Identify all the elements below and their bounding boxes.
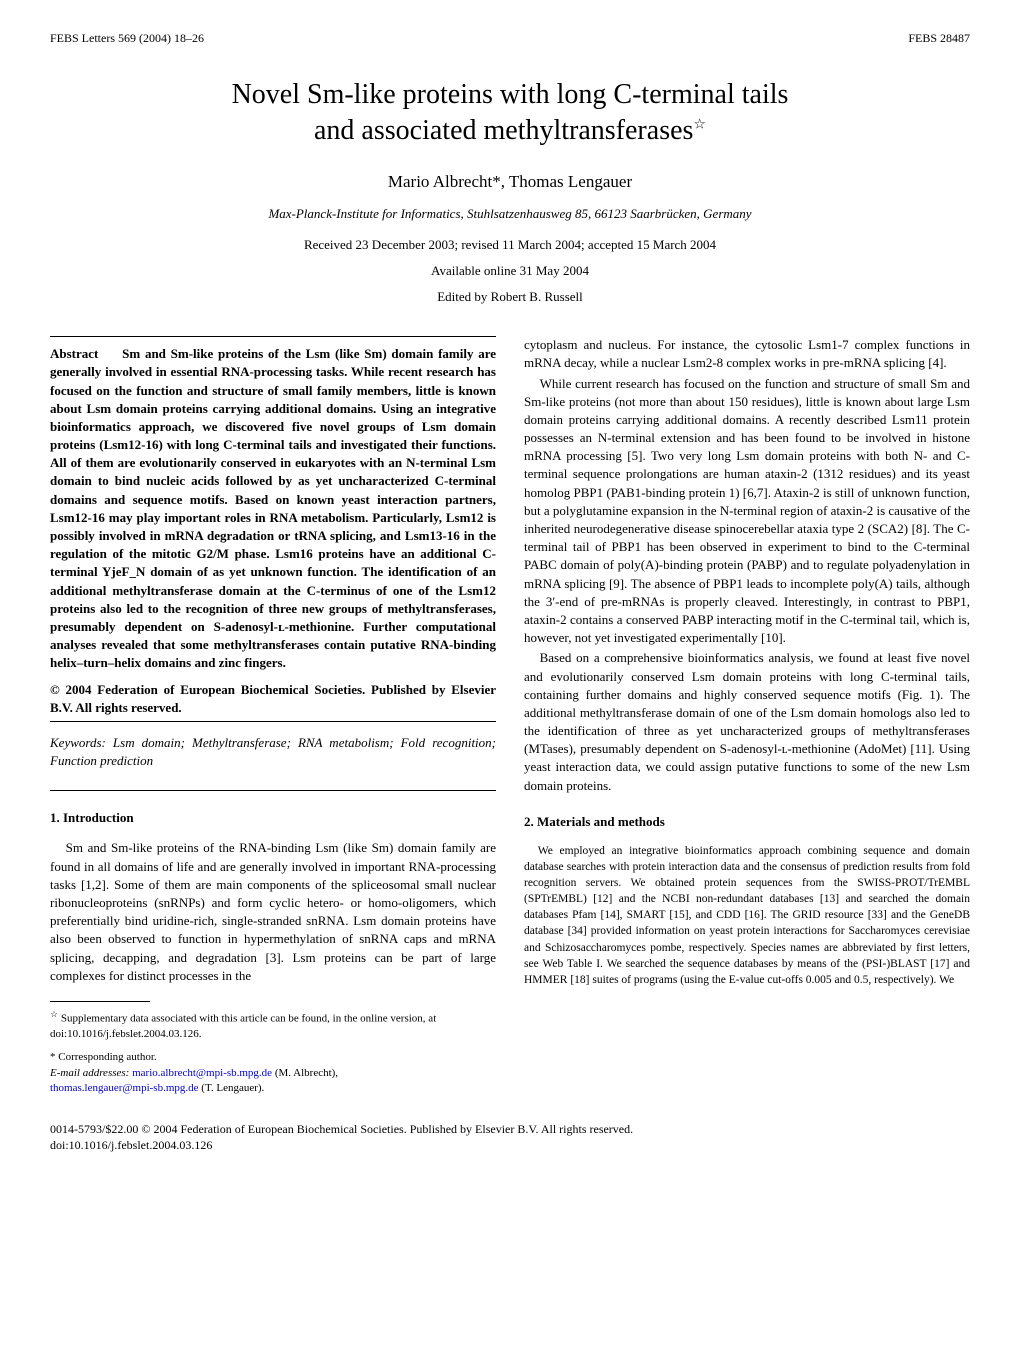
col2-paragraph-3: Based on a comprehensive bioinformatics …: [524, 649, 970, 795]
corresponding-author-label: * Corresponding author.: [50, 1051, 157, 1063]
abstract-copyright: © 2004 Federation of European Biochemica…: [50, 681, 496, 717]
bottom-copyright: 0014-5793/$22.00 © 2004 Federation of Eu…: [50, 1121, 970, 1138]
journal-citation: FEBS Letters 569 (2004) 18–26: [50, 30, 204, 47]
left-column: Abstract Sm and Sm-like proteins of the …: [50, 336, 496, 1096]
email-1-suffix: (M. Albrecht),: [272, 1067, 338, 1079]
abstract-main: Abstract Sm and Sm-like proteins of the …: [50, 345, 496, 672]
right-column: cytoplasm and nucleus. For instance, the…: [524, 336, 970, 1096]
received-dates: Received 23 December 2003; revised 11 Ma…: [50, 236, 970, 254]
journal-code: FEBS 28487: [908, 30, 970, 47]
title-line-2: and associated methyltransferases: [314, 115, 693, 146]
article-title: Novel Sm-like proteins with long C-termi…: [50, 77, 970, 150]
editor-line: Edited by Robert B. Russell: [50, 288, 970, 306]
keywords-block: Keywords: Lsm domain; Methyltransferase;…: [50, 734, 496, 770]
email-2-suffix: (T. Lengauer).: [199, 1082, 265, 1094]
title-star-icon: ☆: [693, 118, 706, 133]
page-footer: 0014-5793/$22.00 © 2004 Federation of Eu…: [50, 1121, 970, 1155]
col2-paragraph-2: While current research has focused on th…: [524, 375, 970, 648]
journal-header: FEBS Letters 569 (2004) 18–26 FEBS 28487: [50, 30, 970, 47]
intro-paragraph-1: Sm and Sm-like proteins of the RNA-bindi…: [50, 839, 496, 985]
footnote-separator: [50, 1001, 150, 1002]
section-2-heading: 2. Materials and methods: [524, 813, 970, 831]
authors: Mario Albrecht*, Thomas Lengauer: [50, 170, 970, 194]
footnote-star-icon: ☆: [50, 1009, 58, 1019]
col2-paragraph-1: cytoplasm and nucleus. For instance, the…: [524, 336, 970, 372]
section-1-heading: 1. Introduction: [50, 809, 496, 827]
two-column-body: Abstract Sm and Sm-like proteins of the …: [50, 336, 970, 1096]
abstract-block: Abstract Sm and Sm-like proteins of the …: [50, 336, 496, 722]
abstract-text: Sm and Sm-like proteins of the Lsm (like…: [50, 346, 496, 670]
online-date: Available online 31 May 2004: [50, 262, 970, 280]
footnote-supp-text: Supplementary data associated with this …: [50, 1013, 436, 1040]
title-line-1: Novel Sm-like proteins with long C-termi…: [232, 79, 789, 110]
footnote-supplementary: ☆ Supplementary data associated with thi…: [50, 1008, 496, 1042]
keywords-text: Lsm domain; Methyltransferase; RNA metab…: [50, 735, 496, 768]
email-addresses-label: E-mail addresses:: [50, 1067, 129, 1079]
methods-paragraph-1: We employed an integrative bioinformatic…: [524, 843, 970, 988]
footnote-emails: E-mail addresses: mario.albrecht@mpi-sb.…: [50, 1066, 496, 1097]
keywords-label: Keywords:: [50, 735, 106, 750]
email-link-1[interactable]: mario.albrecht@mpi-sb.mpg.de: [132, 1067, 272, 1079]
affiliation: Max-Planck-Institute for Informatics, St…: [50, 205, 970, 223]
divider: [50, 790, 496, 791]
abstract-label: Abstract: [50, 346, 98, 361]
email-link-2[interactable]: thomas.lengauer@mpi-sb.mpg.de: [50, 1082, 199, 1094]
bottom-doi: doi:10.1016/j.febslet.2004.03.126: [50, 1137, 970, 1154]
footnote-corresponding: * Corresponding author.: [50, 1050, 496, 1065]
